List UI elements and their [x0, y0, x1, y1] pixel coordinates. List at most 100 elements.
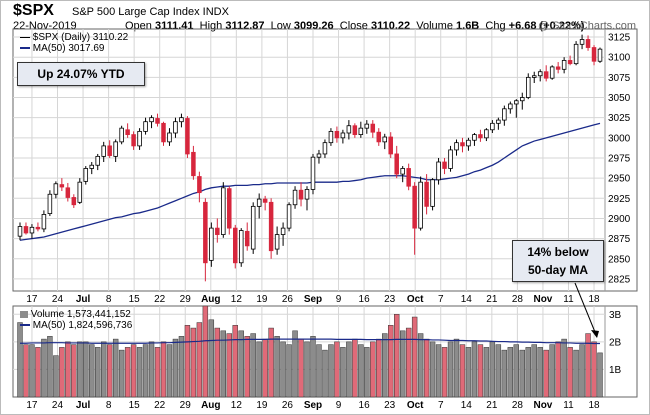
time-axis-label: 28: [512, 294, 524, 305]
volume-bar: [441, 347, 448, 398]
candle-body: [543, 71, 549, 79]
candle-body: [382, 136, 387, 143]
callout-arrow-line: [574, 282, 598, 338]
candle-body: [191, 151, 196, 177]
candle-body: [448, 149, 453, 169]
time-axis-label: 11: [563, 400, 574, 411]
candle-body: [53, 183, 59, 195]
volume-bar: [142, 344, 149, 398]
time-axis-label: Jul: [76, 400, 91, 411]
candle-body: [143, 121, 148, 132]
time-axis-label: Oct: [407, 294, 424, 305]
volume-bar: [89, 344, 95, 398]
price-tick-label: 2850: [608, 254, 631, 265]
price-tick-label: 3125: [608, 33, 631, 44]
volume-bar: [220, 330, 226, 398]
volume-legend: Volume 1,573,441,152: [20, 309, 131, 320]
volume-bar: [226, 333, 232, 398]
volume-bar: [364, 347, 370, 398]
price-tick-label: 3075: [608, 73, 631, 84]
volume-ma-legend: MA(50) 1,824,596,736: [20, 320, 132, 331]
candle-body: [591, 47, 597, 62]
candle-body: [376, 131, 382, 143]
volume-bar: [334, 341, 340, 398]
volume-bar: [459, 344, 466, 398]
volume-bar: [23, 344, 29, 398]
candle-body: [502, 108, 507, 121]
time-axis-label: Aug: [201, 294, 220, 305]
candle-body: [573, 43, 579, 65]
time-axis-label: Aug: [201, 400, 220, 411]
candle-body: [113, 141, 118, 157]
volume-bar: [184, 325, 191, 398]
volume-bar: [304, 341, 310, 398]
candle-body: [424, 181, 429, 207]
volume-bar: [202, 305, 209, 398]
time-axis-label: 8: [106, 400, 112, 411]
candle-body: [490, 122, 495, 131]
candle-body: [250, 205, 256, 250]
volume-bar: [286, 344, 292, 398]
candle-body: [23, 226, 29, 234]
candle-body: [334, 130, 340, 139]
volume-bar: [346, 341, 352, 398]
volume-bar: [525, 347, 531, 398]
candle-body: [292, 189, 298, 206]
candle-body: [364, 123, 370, 129]
ma-callout-line1: 14% below: [527, 245, 589, 259]
candle-body: [508, 103, 513, 110]
candle-body: [597, 48, 603, 62]
price-tick-label: 2875: [608, 234, 631, 245]
candle-body: [47, 193, 53, 215]
time-axis-label: 26: [282, 294, 294, 305]
time-axis-label: 22: [154, 400, 166, 411]
volume-bar: [501, 349, 508, 398]
volume-bar: [537, 347, 543, 398]
volume-tick-label: 1B: [609, 365, 622, 376]
volume-bar: [328, 344, 334, 398]
candle-body: [77, 181, 83, 203]
price-tick-label: 3000: [608, 133, 631, 144]
volume-bar: [71, 344, 77, 398]
volume-bar: [513, 344, 519, 398]
volume-bar: [274, 336, 280, 398]
candle-body: [280, 227, 286, 235]
candle-body: [155, 118, 160, 124]
price-tick-label: 2925: [608, 194, 631, 205]
candle-body: [227, 188, 232, 229]
time-axis-label: 21: [486, 400, 498, 411]
volume-bar: [358, 344, 364, 398]
candle-body: [579, 39, 585, 45]
candle-body: [137, 130, 142, 147]
candle-body: [346, 125, 352, 134]
ticker-symbol: $SPX: [13, 2, 54, 19]
candle-body: [29, 226, 35, 234]
candle-body: [256, 198, 262, 207]
candle-body: [161, 122, 166, 143]
volume-bar: [471, 341, 478, 398]
volume-bar: [573, 349, 579, 398]
candle-body: [412, 185, 417, 229]
time-axis-label: 11: [563, 294, 574, 305]
volume-bar: [178, 336, 185, 398]
volume-bar: [388, 325, 394, 398]
volume-bar: [77, 341, 83, 398]
time-axis-label: Jul: [76, 294, 91, 305]
volume-bar: [148, 341, 155, 398]
volume-bar: [154, 347, 161, 398]
time-axis-label: 12: [231, 400, 243, 411]
volume-bar: [214, 327, 221, 398]
volume-bar: [232, 325, 238, 398]
candle-body: [41, 214, 47, 230]
candle-body: [442, 161, 447, 169]
volume-bar: [352, 338, 358, 398]
candle-body: [549, 66, 555, 79]
time-axis-label: 23: [384, 400, 396, 411]
volume-bar: [29, 344, 35, 398]
volume-bar: [465, 347, 472, 398]
volume-bar: [591, 341, 597, 398]
price-tick-label: 3100: [608, 53, 631, 64]
time-axis-label: 7: [438, 294, 444, 305]
volume-bar: [118, 349, 125, 398]
